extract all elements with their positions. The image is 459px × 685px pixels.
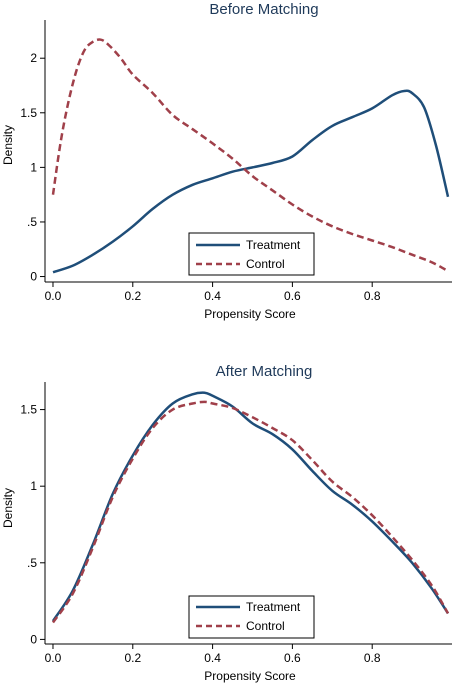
plot-lines bbox=[51, 391, 450, 624]
y-axis-label: Density bbox=[1, 125, 15, 165]
legend-label-treatment: Treatment bbox=[246, 600, 301, 614]
x-tick-label: 0.4 bbox=[204, 651, 221, 665]
chart-after-matching: After Matching Density Propensity Score … bbox=[1, 363, 452, 683]
series-line-treatment bbox=[52, 89, 450, 274]
x-tick-label: 0.8 bbox=[364, 651, 381, 665]
x-axis-label: Propensity Score bbox=[204, 307, 296, 321]
legend: Treatment Control bbox=[188, 595, 315, 639]
y-tick-label: .5 bbox=[27, 556, 37, 570]
plot-lines bbox=[51, 38, 450, 274]
x-tick-label: 0.2 bbox=[124, 651, 141, 665]
y-tick-label: 1 bbox=[30, 160, 37, 174]
x-tick-label: 0.0 bbox=[45, 651, 62, 665]
legend: Treatment Control bbox=[188, 232, 315, 276]
y-tick-label: 0 bbox=[30, 270, 37, 284]
y-tick-label: 0 bbox=[30, 632, 37, 646]
y-tick-label: 2 bbox=[30, 51, 37, 65]
chart-title: Before Matching bbox=[209, 1, 318, 18]
axes: 0 .5 1 1.5 0.0 0.2 0.4 0.6 0.8 bbox=[20, 382, 452, 665]
legend-box bbox=[188, 595, 315, 639]
series-line-control bbox=[51, 400, 450, 624]
legend-label-control: Control bbox=[246, 619, 285, 633]
y-tick-label: 1 bbox=[30, 479, 37, 493]
x-tick-label: 0.4 bbox=[204, 289, 221, 303]
y-tick-label: .5 bbox=[27, 215, 37, 229]
chart-before-matching: Before Matching Density Propensity Score… bbox=[1, 1, 452, 321]
legend-label-treatment: Treatment bbox=[246, 238, 301, 252]
legend-box bbox=[188, 232, 315, 276]
y-axis-label: Density bbox=[1, 488, 15, 528]
y-tick-label: 1.5 bbox=[20, 106, 37, 120]
axes: 0 .5 1 1.5 2 0.0 0.2 0.4 0.6 0.8 bbox=[20, 20, 452, 303]
x-tick-label: 0.6 bbox=[284, 651, 301, 665]
series-line-treatment bbox=[51, 391, 450, 622]
y-tick-label: 1.5 bbox=[20, 403, 37, 417]
x-axis-label: Propensity Score bbox=[204, 669, 296, 683]
chart-title: After Matching bbox=[216, 363, 313, 380]
x-tick-label: 0.2 bbox=[124, 289, 141, 303]
x-tick-label: 0.8 bbox=[364, 289, 381, 303]
legend-label-control: Control bbox=[246, 257, 285, 271]
series-line-control bbox=[51, 38, 449, 273]
x-tick-label: 0.0 bbox=[45, 289, 62, 303]
x-tick-label: 0.6 bbox=[284, 289, 301, 303]
